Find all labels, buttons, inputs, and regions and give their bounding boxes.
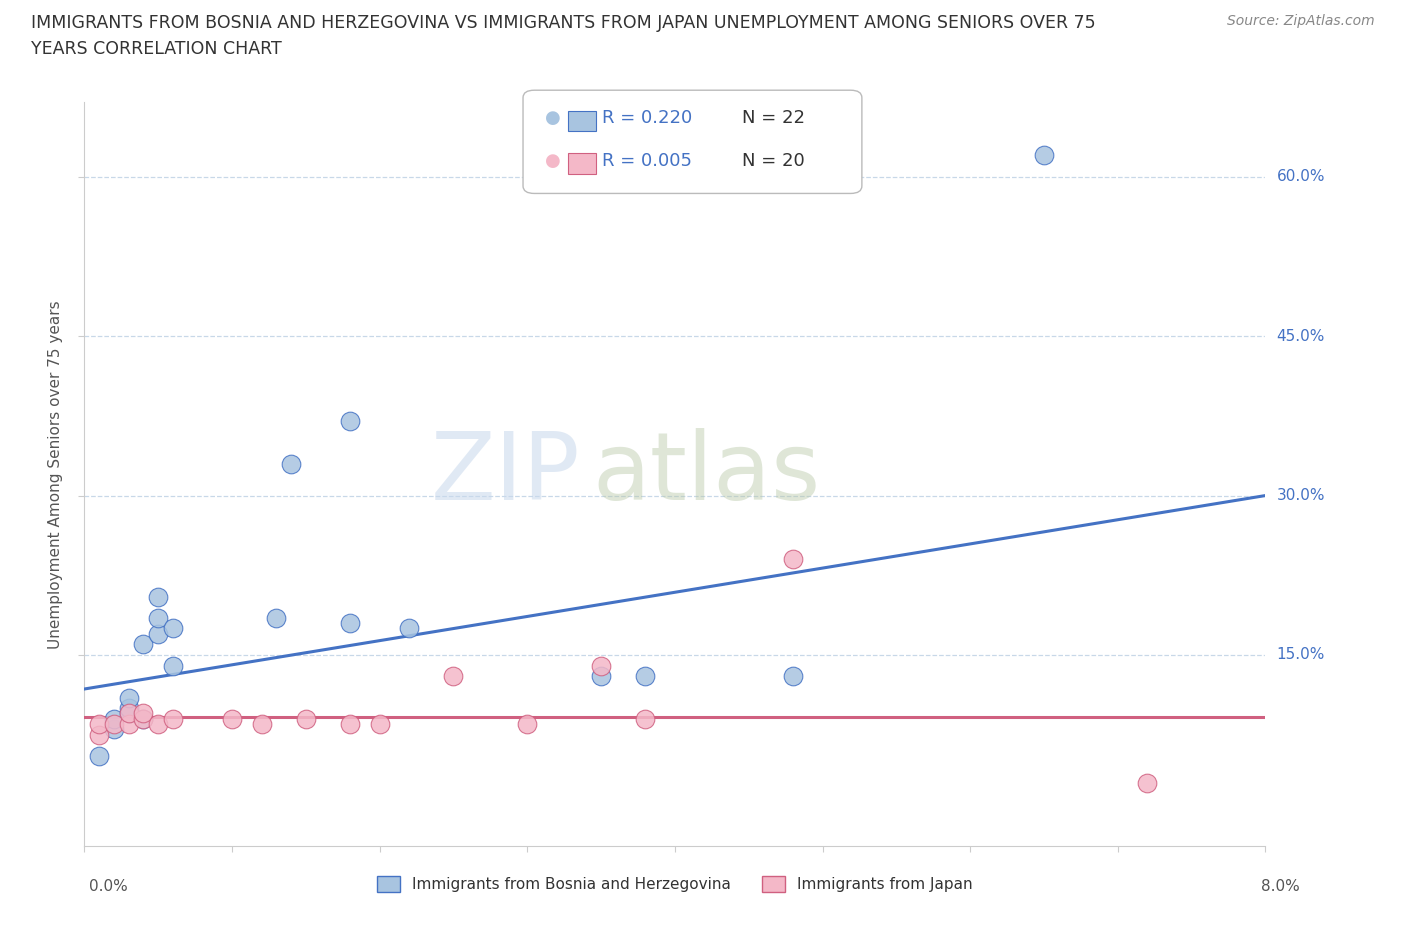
Point (132, 711, 155, 726)
Point (148, 717, 170, 732)
Point (591, 658, 613, 673)
Point (782, 669, 804, 684)
Point (118, 706, 141, 721)
Point (132, 637, 155, 652)
Point (118, 700, 141, 715)
Point (118, 690, 141, 705)
Point (634, 669, 657, 684)
Point (118, 706, 141, 721)
Point (250, 717, 273, 732)
Point (148, 589, 170, 604)
Point (591, 669, 613, 684)
Text: ZIP: ZIP (430, 429, 581, 520)
Point (132, 711, 155, 726)
Point (132, 706, 155, 721)
Point (162, 711, 184, 726)
Text: 60.0%: 60.0% (1277, 169, 1324, 184)
Text: YEARS CORRELATION CHART: YEARS CORRELATION CHART (31, 40, 281, 58)
Point (103, 711, 125, 726)
Text: R = 0.220: R = 0.220 (602, 109, 692, 127)
Text: N = 20: N = 20 (742, 152, 806, 170)
Text: IMMIGRANTS FROM BOSNIA AND HERZEGOVINA VS IMMIGRANTS FROM JAPAN UNEMPLOYMENT AMO: IMMIGRANTS FROM BOSNIA AND HERZEGOVINA V… (31, 14, 1095, 32)
Point (103, 722, 125, 737)
Point (1032, 148, 1054, 163)
Point (264, 610, 288, 625)
Point (221, 711, 243, 726)
Text: 0.0%: 0.0% (89, 879, 128, 894)
Point (87, 727, 111, 742)
Text: ●: ● (544, 152, 561, 170)
Point (339, 414, 361, 429)
Point (103, 717, 125, 732)
Point (516, 717, 538, 732)
Point (118, 717, 141, 732)
Point (443, 669, 465, 684)
Text: 45.0%: 45.0% (1277, 328, 1324, 343)
Text: Source: ZipAtlas.com: Source: ZipAtlas.com (1227, 14, 1375, 28)
Point (87, 717, 111, 732)
Text: atlas: atlas (592, 429, 821, 520)
Point (398, 621, 420, 636)
Point (634, 711, 657, 726)
Legend: Immigrants from Bosnia and Herzegovina, Immigrants from Japan: Immigrants from Bosnia and Herzegovina, … (371, 870, 979, 898)
Text: ●: ● (544, 109, 561, 127)
Point (782, 551, 804, 566)
Point (148, 626, 170, 641)
Point (295, 711, 318, 726)
Text: N = 22: N = 22 (742, 109, 806, 127)
Point (339, 717, 361, 732)
Point (280, 457, 302, 472)
Point (162, 621, 184, 636)
Text: 30.0%: 30.0% (1277, 488, 1324, 503)
Text: R = 0.005: R = 0.005 (602, 152, 692, 170)
Point (1136, 775, 1159, 790)
Point (368, 717, 391, 732)
Point (339, 616, 361, 631)
Y-axis label: Unemployment Among Seniors over 75 years: Unemployment Among Seniors over 75 years (48, 300, 63, 648)
Point (162, 658, 184, 673)
Point (87, 749, 111, 764)
Text: 15.0%: 15.0% (1277, 647, 1324, 662)
Text: 8.0%: 8.0% (1261, 879, 1301, 894)
Point (148, 610, 170, 625)
